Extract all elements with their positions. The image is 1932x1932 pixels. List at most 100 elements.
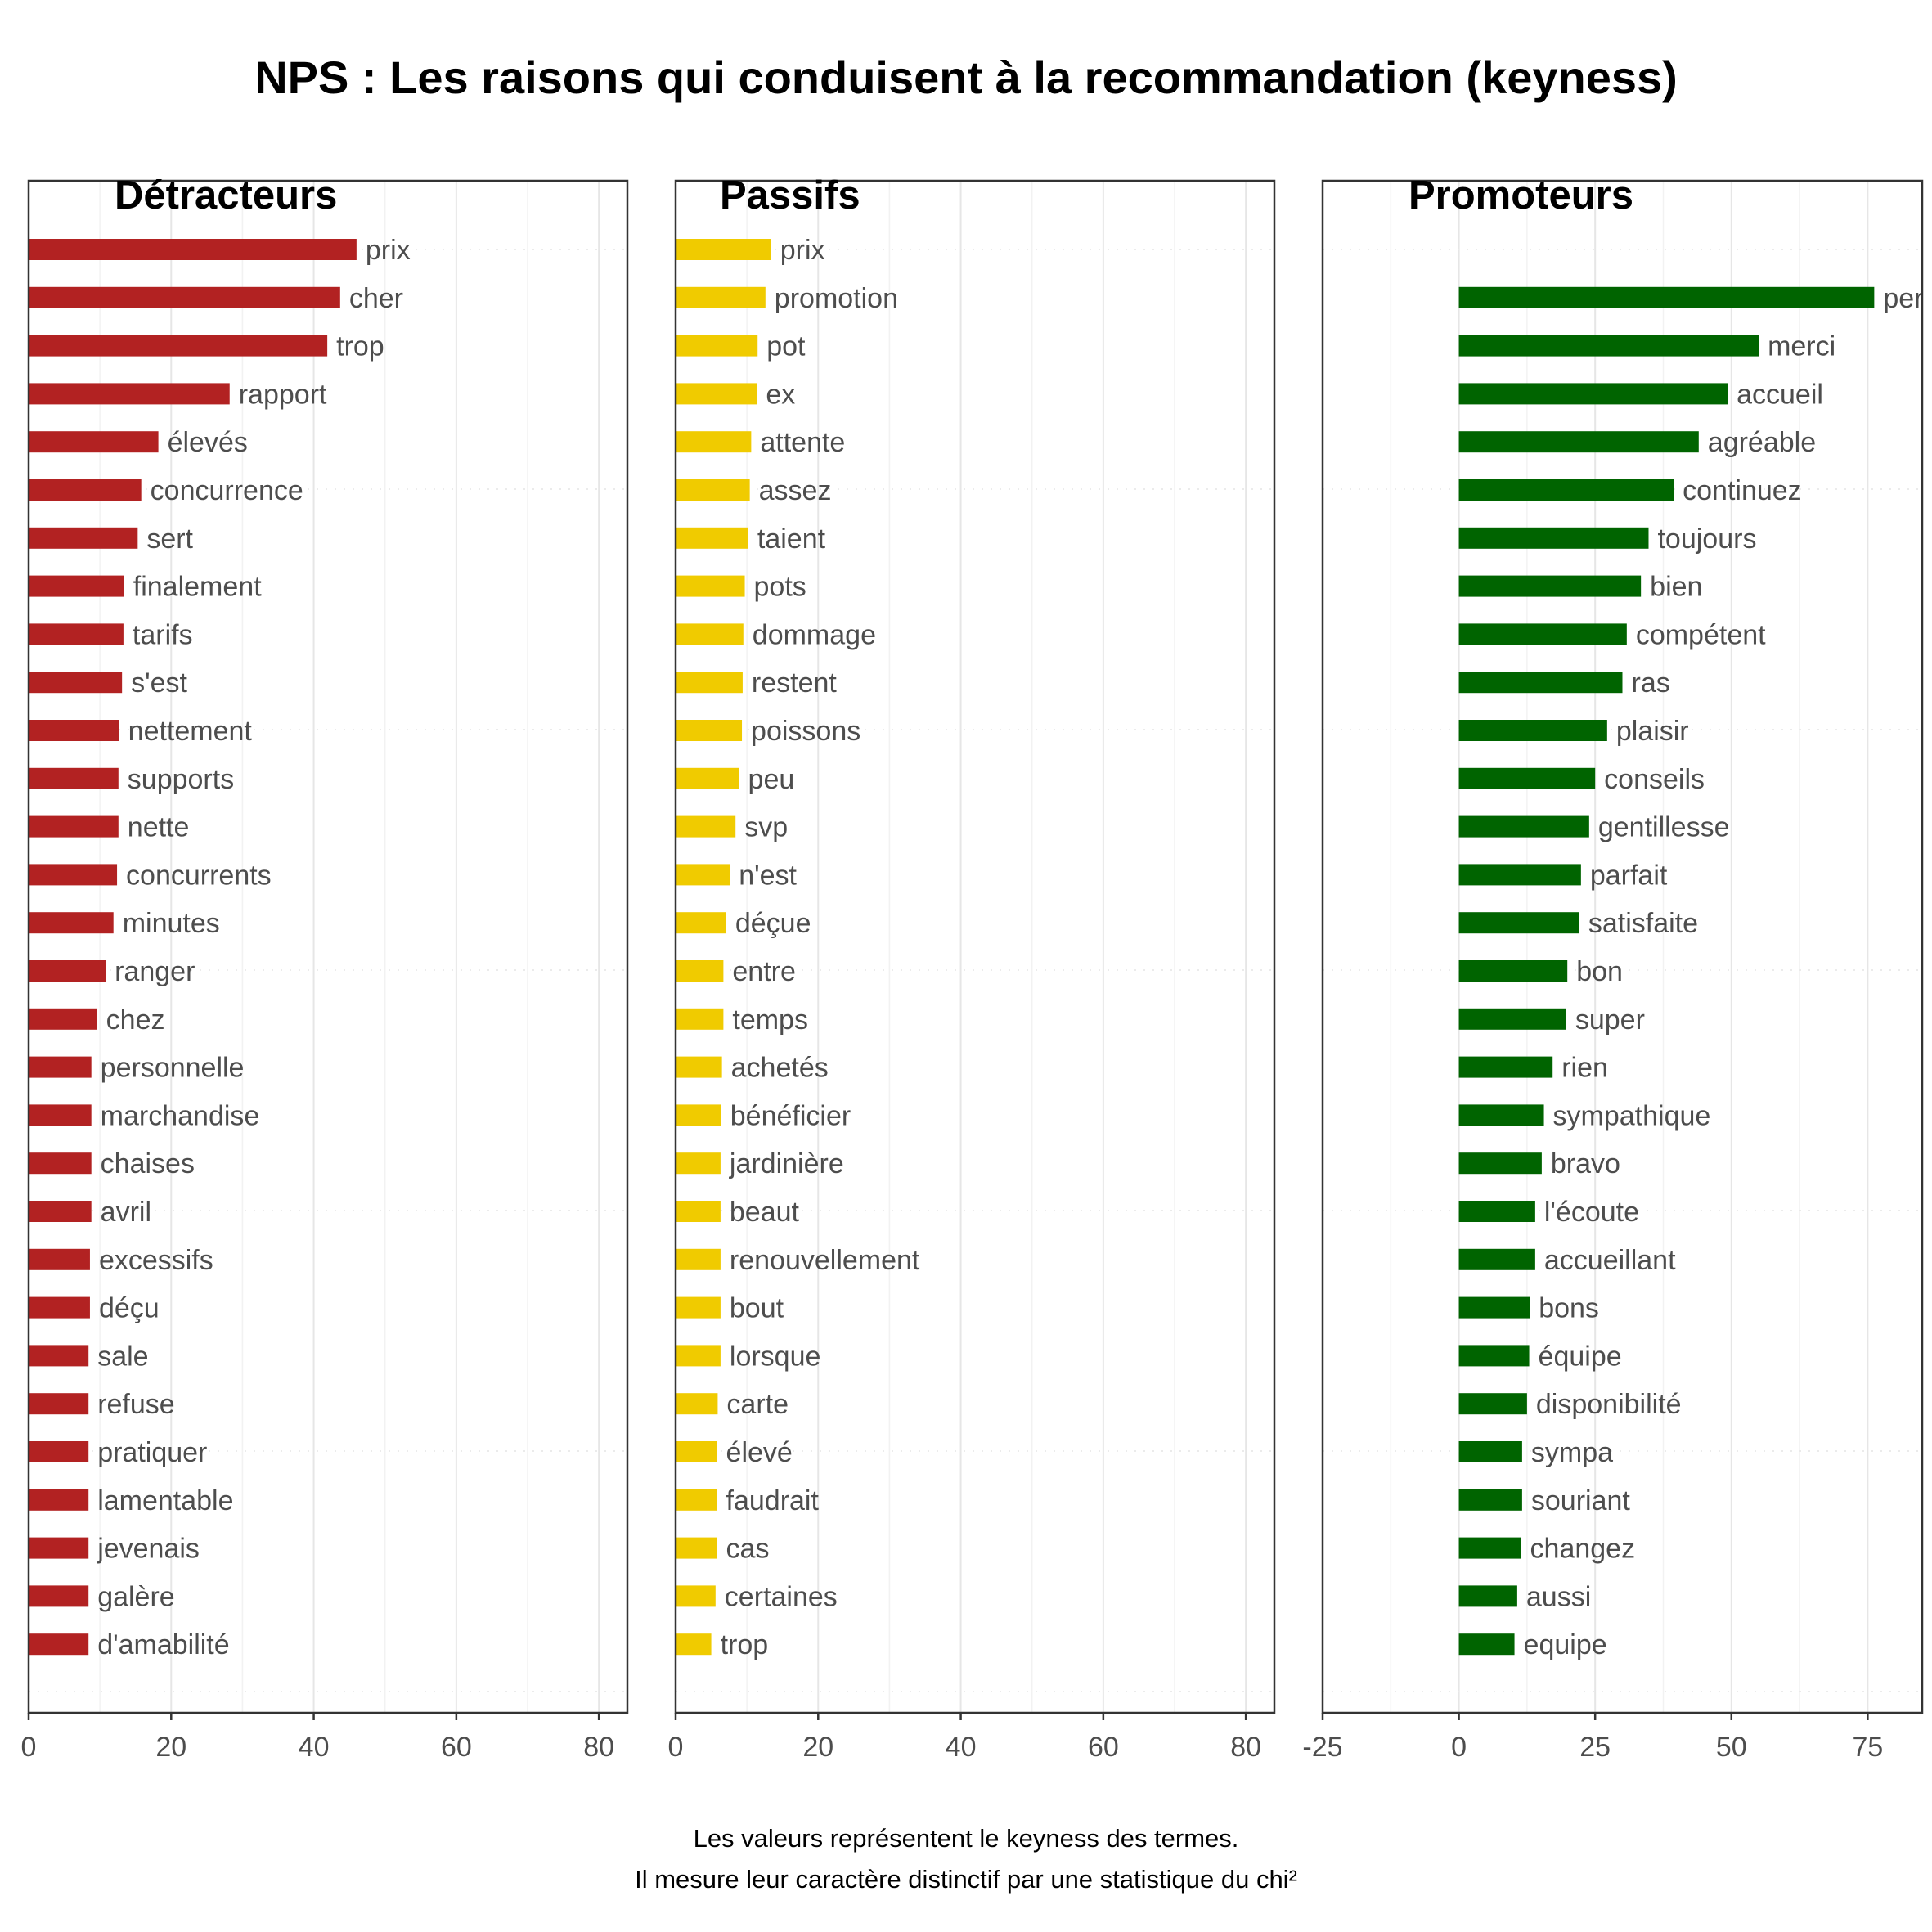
panel-title: Détracteurs xyxy=(115,173,337,218)
bar xyxy=(29,1056,92,1078)
bar xyxy=(1458,672,1623,694)
bar-label: déçue xyxy=(735,908,811,939)
bar xyxy=(1458,960,1568,982)
bar xyxy=(1458,767,1596,789)
bar-label: avril xyxy=(101,1197,151,1228)
bar-label: faudrait xyxy=(726,1485,820,1516)
bar xyxy=(1458,864,1581,886)
bar-label: toujours xyxy=(1657,523,1756,555)
bar xyxy=(676,720,743,741)
bar-label: trop xyxy=(336,331,384,362)
bar xyxy=(1458,1296,1530,1319)
bar-label: bon xyxy=(1576,956,1623,987)
panel-0: prix cher trop rapport élevés concurrence sert… xyxy=(21,173,629,1763)
bar-label: nettement xyxy=(128,716,253,747)
panel-2: per merci accueil agréable continuez toujours… xyxy=(1302,173,1924,1763)
bar xyxy=(1458,1056,1553,1078)
bar xyxy=(1458,1489,1522,1511)
bar xyxy=(29,1201,92,1222)
bar-label: chez xyxy=(106,1004,165,1036)
bar xyxy=(1458,1345,1530,1367)
bar xyxy=(29,383,230,405)
bar-label: sale xyxy=(97,1341,148,1372)
bar-label: per xyxy=(1883,283,1923,314)
bar xyxy=(29,1152,92,1175)
bar-label: galère xyxy=(97,1581,175,1612)
caption-line-1: Les valeurs représentent le keyness des … xyxy=(693,1824,1239,1853)
bar xyxy=(676,575,745,597)
bar xyxy=(1458,286,1875,308)
bar xyxy=(29,575,124,597)
tick-label: 20 xyxy=(802,1732,833,1763)
bar-label: rien xyxy=(1561,1053,1608,1084)
bar-label: pratiquer xyxy=(97,1437,207,1468)
bar xyxy=(1458,623,1627,645)
bar xyxy=(29,1296,90,1319)
bar xyxy=(676,1056,722,1078)
bar xyxy=(29,1537,89,1559)
tick-label: 25 xyxy=(1579,1732,1611,1763)
bar-label: attente xyxy=(760,427,845,458)
panel-border xyxy=(1321,179,1924,1714)
bar-label: temps xyxy=(732,1004,808,1036)
bar-label: carte xyxy=(726,1389,789,1420)
bar-label: parfait xyxy=(1590,860,1668,891)
tick-label: 0 xyxy=(668,1732,684,1763)
bar-label: accueil xyxy=(1737,379,1823,410)
bar-label: s'est xyxy=(131,667,187,699)
bar xyxy=(29,960,106,982)
tick-label: 20 xyxy=(155,1732,186,1763)
bar xyxy=(676,479,750,501)
bar-label: chaises xyxy=(101,1148,195,1179)
bar xyxy=(676,767,739,789)
bar-label: rapport xyxy=(239,379,327,410)
bar-label: refuse xyxy=(97,1389,175,1420)
bar xyxy=(676,527,748,549)
bar-label: bénéficier xyxy=(730,1100,851,1131)
bar xyxy=(1458,1537,1521,1559)
bar-label: ras xyxy=(1632,667,1670,699)
bar xyxy=(676,1441,717,1462)
bar xyxy=(29,479,142,501)
bar xyxy=(29,286,340,308)
panel-1: prix promotion pot ex attente assez taient pots… xyxy=(668,173,1276,1763)
bar-label: bravo xyxy=(1551,1148,1620,1179)
bar-label: plaisir xyxy=(1616,716,1689,747)
bar-label: déçu xyxy=(99,1293,160,1324)
bar xyxy=(29,527,138,549)
bar xyxy=(29,1248,90,1270)
bar-label: sympa xyxy=(1531,1437,1613,1468)
tick-label: 50 xyxy=(1716,1732,1747,1763)
bar xyxy=(29,1393,89,1415)
bar xyxy=(29,1345,89,1367)
bar xyxy=(676,1585,716,1607)
bar-label: souriant xyxy=(1531,1485,1631,1516)
bar-label: bien xyxy=(1650,572,1702,603)
bar xyxy=(676,1152,721,1175)
bar-label: svp xyxy=(744,812,788,843)
tick-label: 60 xyxy=(1088,1732,1119,1763)
bar xyxy=(1458,335,1759,357)
bar xyxy=(29,864,118,886)
bar xyxy=(676,335,758,357)
bar-label: super xyxy=(1575,1004,1645,1036)
bar xyxy=(1458,1104,1544,1126)
bar-label: assez xyxy=(759,475,832,506)
bar xyxy=(676,1248,721,1270)
bar-label: bons xyxy=(1539,1293,1599,1324)
bar-label: sert xyxy=(146,523,193,555)
bar xyxy=(29,1489,89,1511)
bar-label: prix xyxy=(780,235,825,266)
bar-label: sympathique xyxy=(1553,1100,1711,1131)
bar xyxy=(676,1633,712,1656)
bar-label: excessifs xyxy=(99,1245,213,1276)
bar-label: gentillesse xyxy=(1598,812,1730,843)
bar xyxy=(1458,431,1699,453)
bar xyxy=(29,672,123,694)
bar xyxy=(676,960,724,982)
bar xyxy=(29,239,357,260)
bar xyxy=(676,1296,721,1319)
bar-label: peu xyxy=(748,764,795,795)
tick-label: 80 xyxy=(583,1732,614,1763)
